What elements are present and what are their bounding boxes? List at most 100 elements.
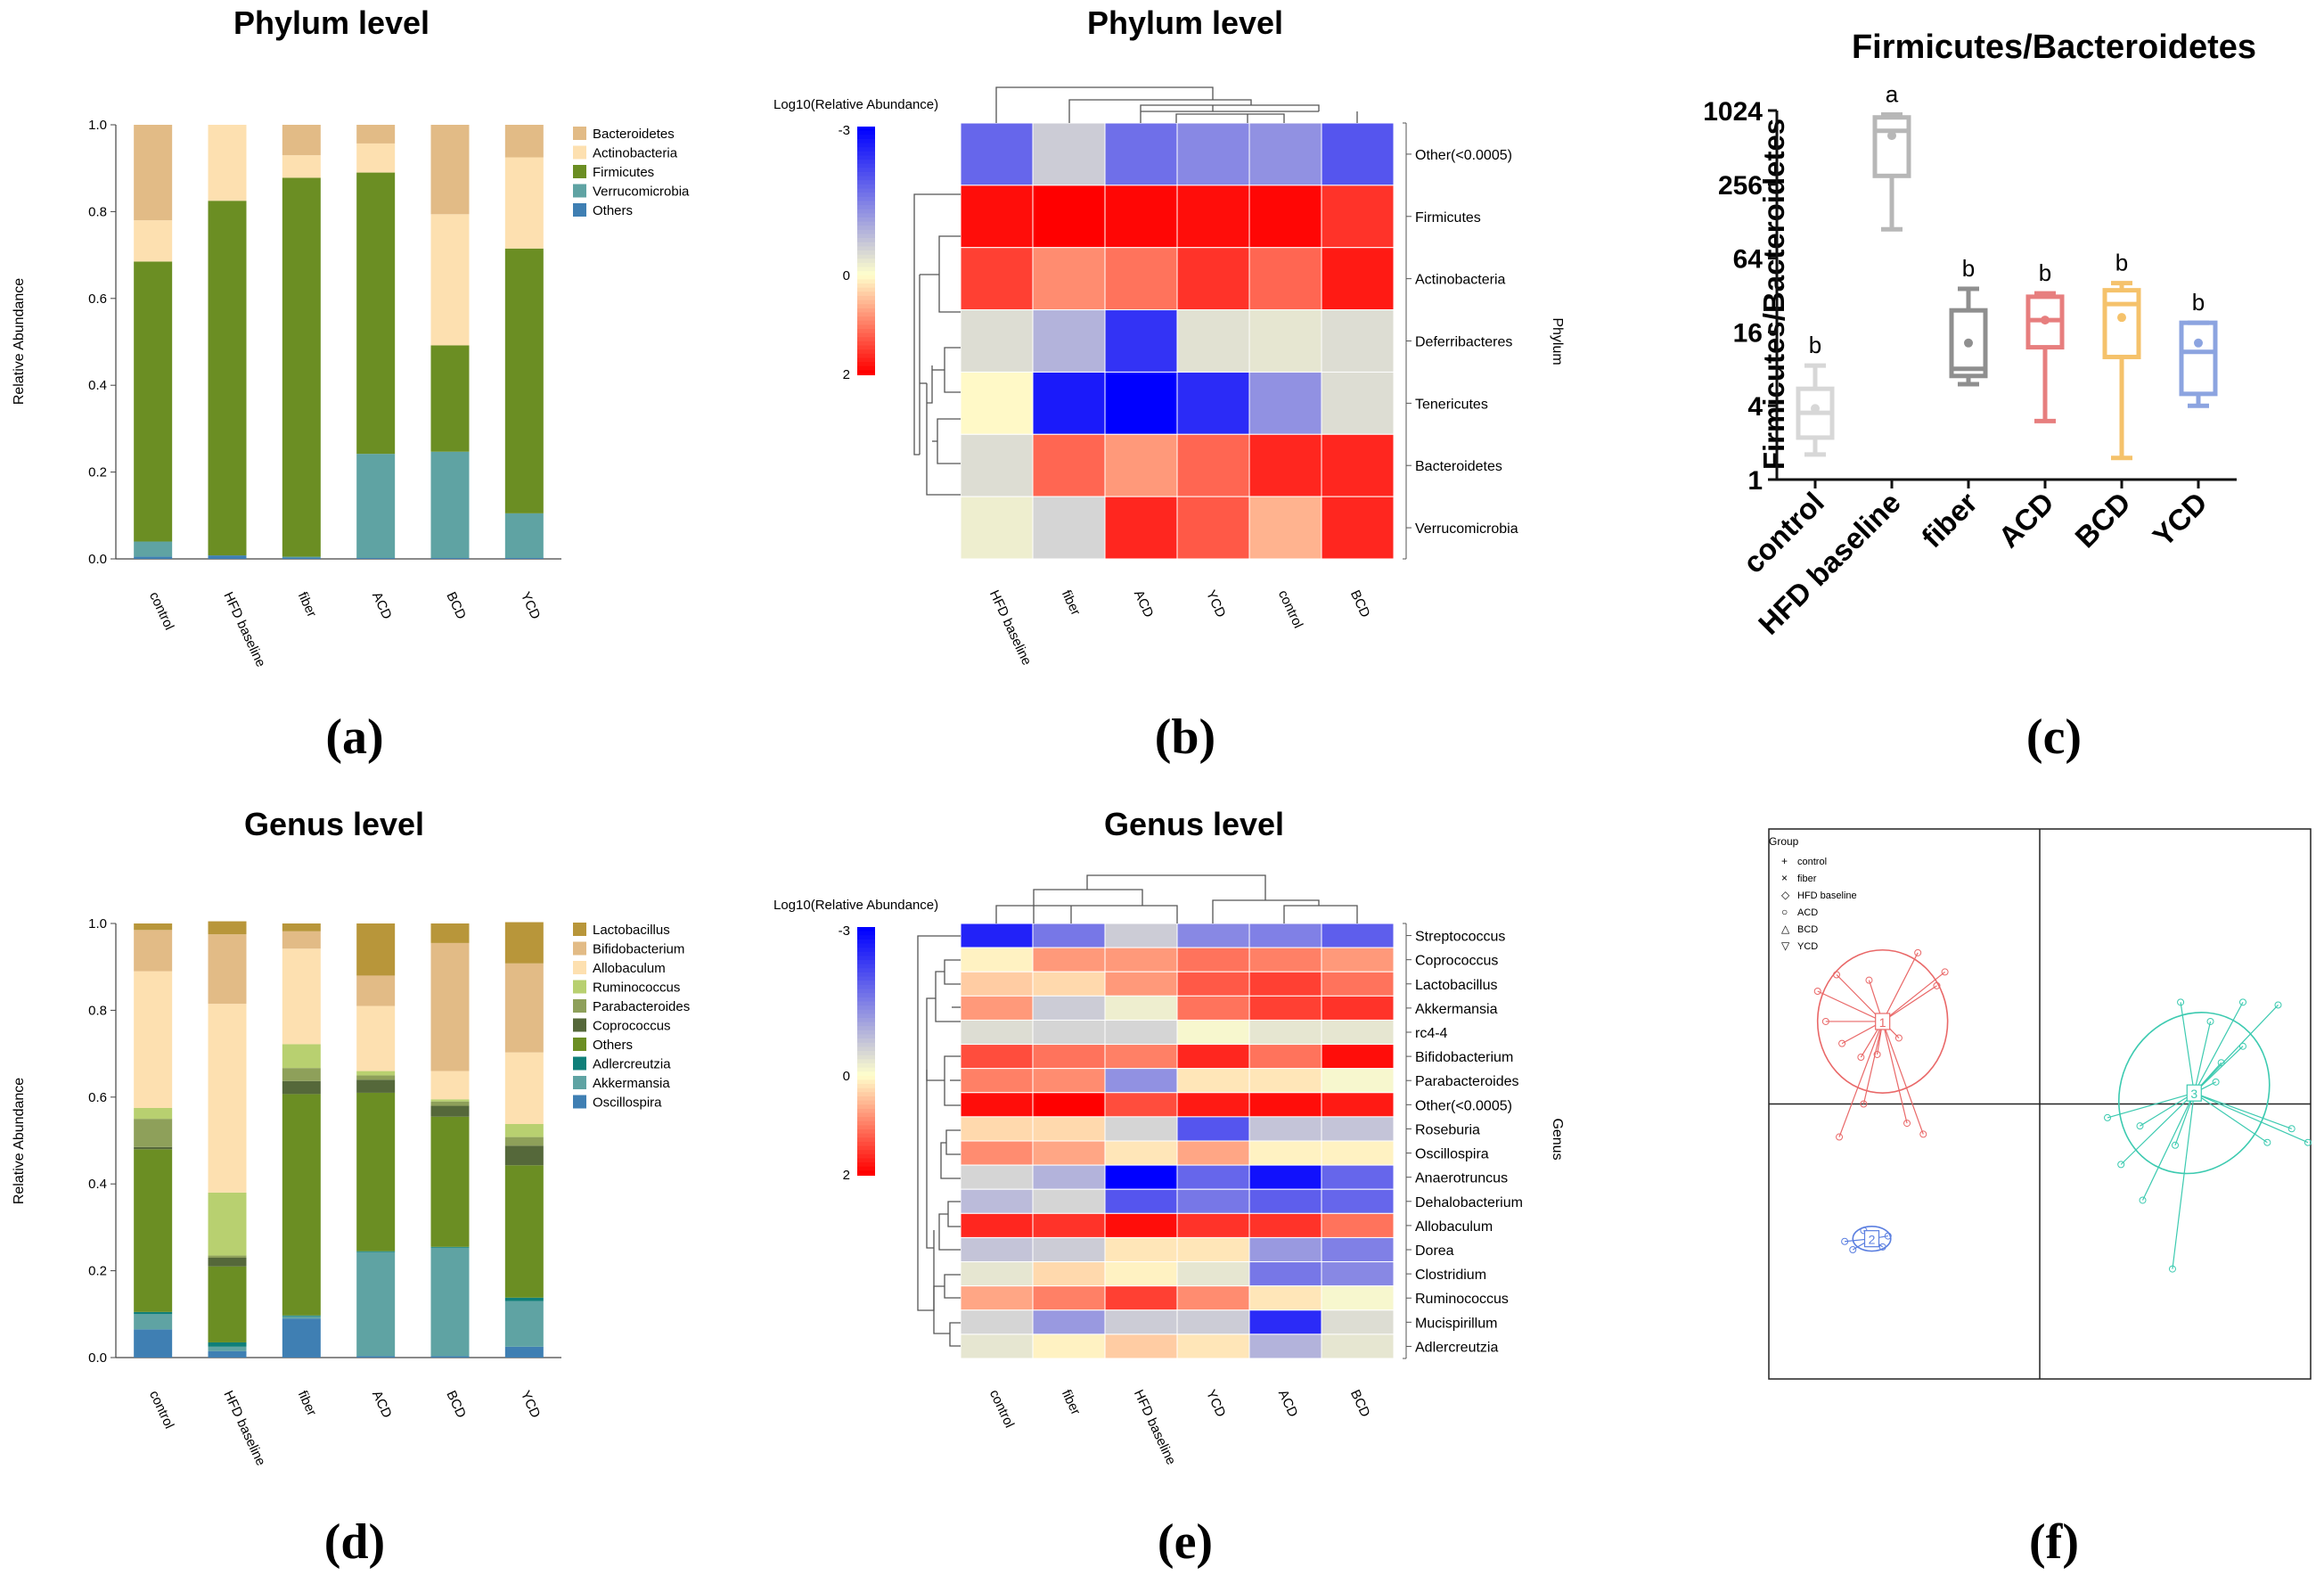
panel-e-cell-parabacteroides-control: [960, 1068, 1034, 1094]
panel-e-colorbar-segment: [857, 984, 875, 990]
panel-e-dendrogram-branch: [944, 1274, 961, 1299]
panel-b-colorbar-segment: [857, 130, 875, 136]
panel-d-legend-swatch-allobaculum: [573, 961, 586, 974]
panel-e-row-label-allobaculum: Allobaculum: [1415, 1219, 1493, 1235]
panel-e-colorbar-segment: [857, 1162, 875, 1168]
panel-e-cell-dorea-hfd-baseline: [1104, 1236, 1178, 1263]
panel-b-cell-tenericutes-ycd: [1176, 371, 1250, 435]
panel-f-legend-marker: ○: [1781, 906, 1788, 918]
panel-a-y-tick-label: 0.0: [88, 552, 107, 567]
panel-d-bar-hfd-baseline-lactobacillus: [208, 921, 247, 935]
panel-b-col-label-control: control: [1275, 588, 1305, 631]
panel-b-colorbar-segment: [857, 217, 875, 223]
panel-b-colorbar-segment: [857, 135, 875, 140]
panel-f-spoke-3: [2141, 1092, 2195, 1201]
panel-b-cell-tenericutes-bcd: [1321, 371, 1395, 435]
panel-f-point-1: [1933, 981, 1941, 989]
panel-b-cell-firmicutes-hfd-baseline: [960, 185, 1034, 249]
panel-e-cell-other-0-0005-acd: [1248, 1092, 1322, 1118]
panel-e-dendrogram-branch: [1086, 874, 1266, 900]
panel-d-legend-swatch-akkermansia: [573, 1076, 586, 1089]
panel-c-x-tick-label-fiber: fiber: [1915, 486, 1984, 554]
panel-d-title: Genus level: [244, 806, 424, 842]
panel-d-bar-ycd-lactobacillus: [504, 922, 544, 964]
panel-a-bar-ycd-verrucomicrobia: [504, 513, 544, 559]
panel-e-dendrogram-branch: [1283, 905, 1358, 923]
panel-b-colorbar-segment: [857, 254, 875, 260]
panel-b-colorbar-segment: [857, 300, 875, 306]
panel-e-colorbar-segment: [857, 943, 875, 949]
panel-f-spoke-3: [2174, 1092, 2195, 1145]
panel-b-cell-bacteroidetes-acd: [1104, 433, 1178, 497]
panel-e-cell-oscillospira-control: [960, 1140, 1034, 1166]
panel-e-cell-akkermansia-control: [960, 995, 1034, 1021]
panel-b-cell-deferribacteres-acd: [1104, 309, 1178, 373]
panel-e-cell-oscillospira-bcd: [1321, 1140, 1395, 1166]
panel-b-colorbar-segment: [857, 176, 875, 182]
panel-d-legend-label-oscillospira: Oscillospira: [593, 1096, 662, 1111]
panel-d-bar-hfd-baseline-allobaculum: [208, 1004, 247, 1193]
panel-d-bar-bcd-allobaculum: [430, 1071, 470, 1100]
panel-c-mean-bcd: [2117, 313, 2126, 323]
panel-b-cell-firmicutes-fiber: [1032, 185, 1106, 249]
panel-b-col-label-acd: ACD: [1131, 588, 1157, 620]
panel-f-point-3: [2274, 1001, 2282, 1009]
panel-a-ylabel: Relative Abundance: [12, 278, 27, 405]
panel-e-colorbar-segment: [857, 1141, 875, 1147]
panel-a-bar-hfd-baseline-others: [208, 555, 247, 559]
panel-e-cell-parabacteroides-hfd-baseline: [1104, 1068, 1178, 1094]
panel-c-mean-control: [1811, 404, 1820, 414]
panel-d-bar-fiber-bifidobacterium: [282, 931, 321, 949]
panel-a-legend-label-others: Others: [593, 203, 633, 218]
panel-d-bar-acd-oscillospira: [356, 1356, 396, 1358]
panel-a-bar-acd-verrucomicrobia: [356, 454, 396, 559]
panel-c-y-tick-label: 1: [1747, 466, 1763, 496]
panel-c-sig-letter-acd: b: [2039, 259, 2051, 286]
panel-e-colorbar-segment: [857, 960, 875, 965]
panel-f-spoke-3: [2193, 1005, 2279, 1094]
panel-e-cell-coprococcus-acd: [1248, 947, 1322, 972]
panel-d-bar-hfd-baseline-ruminococcus: [208, 1192, 247, 1256]
panel-e-cell-streptococcus-fiber: [1032, 923, 1106, 948]
panel-c-ylabel: Firmicutes/Bacteroidetes: [1757, 119, 1790, 470]
panel-f-spoke-1: [1882, 952, 1919, 1022]
panel-b-dendrogram-branch: [937, 418, 961, 464]
panel-a-bar-control-firmicutes: [134, 261, 173, 542]
panel-e-colorbar-segment: [857, 1013, 875, 1019]
panel-e-cell-clostridium-fiber: [1032, 1261, 1106, 1287]
panel-e-row-label-roseburia: Roseburia: [1415, 1122, 1480, 1137]
panel-c-x-tick-label-bcd: BCD: [2068, 486, 2137, 554]
panel-d-bar-control-ruminococcus: [134, 1107, 173, 1120]
panel-e-cell-allobaculum-hfd-baseline: [1104, 1212, 1178, 1238]
panel-e-colorbar-segment: [857, 1042, 875, 1048]
panel-a-bar-bcd-others: [430, 558, 470, 559]
panel-f-point-2: [1884, 1232, 1892, 1240]
panel-e-colorbar-segment: [857, 1051, 875, 1056]
panel-f-legend-title: Group: [1769, 835, 1799, 848]
panel-e-colorbar-segment: [857, 1158, 875, 1164]
panel-f-spoke-3: [2193, 1021, 2212, 1094]
panel-d-bar-hfd-baseline-adlercreutzia: [208, 1342, 247, 1347]
panel-e-cell-mucispirillum-bcd: [1321, 1309, 1395, 1335]
panel-a-label: (a): [325, 710, 383, 765]
panel-b-colorbar-segment: [857, 209, 875, 215]
panel-f-spoke-1: [1882, 985, 1937, 1022]
panel-a-legend-swatch-actinobacteria: [573, 145, 586, 160]
panel-b-colorbar-segment: [857, 337, 875, 342]
panel-f-ordination-plot: Group + control × fiber ◇ HFD baseline ○ ACD △ BC…: [1768, 828, 2312, 1380]
panel-b-cell-tenericutes-control: [1248, 371, 1322, 435]
panel-e-cell-adlercreutzia-bcd: [1321, 1334, 1395, 1359]
panel-e-cell-anaerotruncus-hfd-baseline: [1104, 1164, 1178, 1190]
panel-a-bar-control-bacteroidetes: [134, 125, 173, 221]
panel-e-cell-mucispirillum-control: [960, 1309, 1034, 1335]
panel-d-bar-fiber-parabacteroides: [282, 1068, 321, 1081]
panel-b-cell-deferribacteres-hfd-baseline: [960, 309, 1034, 373]
panel-f-spoke-1: [1882, 1021, 1924, 1135]
panel-b-colorbar-segment: [857, 163, 875, 169]
panel-a-bar-acd-bacteroidetes: [356, 125, 396, 144]
panel-d-bar-fiber-akkermansia: [282, 1316, 321, 1319]
panel-d-bar-hfd-baseline-oscillospira: [208, 1350, 247, 1358]
panel-d-bar-acd-akkermansia: [356, 1251, 396, 1357]
panel-b-dendrogram-branch: [938, 235, 961, 313]
panel-b-cell-actinobacteria-control: [1248, 247, 1322, 311]
